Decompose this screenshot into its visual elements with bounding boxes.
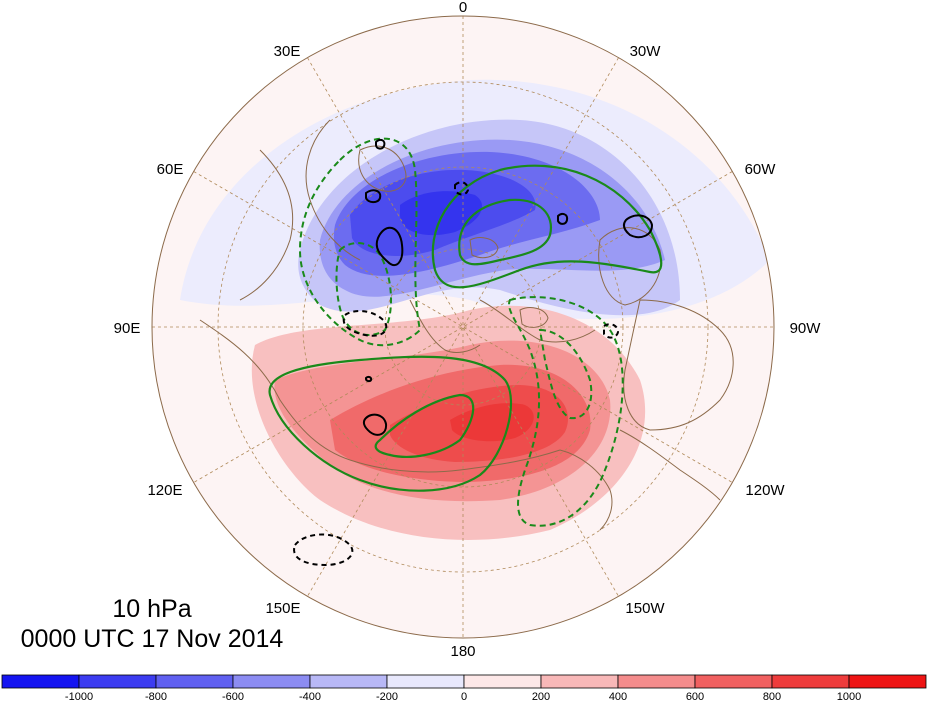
black-contour-dashed-3 <box>603 323 620 339</box>
lon-label-180: 180 <box>450 643 475 660</box>
colorbar-swatch <box>694 674 773 689</box>
black-contour-solid-6 <box>362 413 388 436</box>
title-level: 10 hPa <box>112 595 191 623</box>
green-contour-dashed-3 <box>508 296 624 527</box>
lon-label-60w: 60W <box>745 161 777 178</box>
colorbar-label: 200 <box>532 691 550 702</box>
shading-negative-1000 <box>400 191 483 236</box>
black-contour-solid-1 <box>375 226 404 267</box>
green-contour-solid-4 <box>374 393 475 458</box>
black-contour-dashed-4 <box>454 181 470 196</box>
colorbar-label: 800 <box>763 691 781 702</box>
green-contours <box>268 164 663 492</box>
colorbar-label: -600 <box>222 691 244 702</box>
black-dashed-contours <box>293 181 620 567</box>
graticule <box>152 16 774 638</box>
colorbar-label: -1000 <box>65 691 93 702</box>
colorbar-swatch <box>617 674 696 689</box>
lon-label-120w: 120W <box>745 482 785 499</box>
title-datetime: 0000 UTC 17 Nov 2014 <box>21 625 284 653</box>
title-block: 10 hPa 0000 UTC 17 Nov 2014 <box>21 595 284 653</box>
colorbar-swatch <box>1 674 80 689</box>
black-contour-solid-3 <box>375 138 386 150</box>
colorbar-swatch <box>848 674 927 689</box>
black-contour-solid-2 <box>365 189 382 204</box>
green-contour-dashed-4 <box>538 328 593 420</box>
longitude-labels: 0 30W 60W 90W 120W 150W 180 150E 120E 90… <box>114 0 822 660</box>
colorbar: -1000 -800 -600 -400 -200 0 200 400 600 800 1000 <box>1 674 927 702</box>
green-contour-dashed-1 <box>298 137 422 347</box>
lon-label-120e: 120E <box>147 482 182 499</box>
lon-label-150e: 150E <box>265 600 300 617</box>
colorbar-label: -200 <box>376 691 398 702</box>
black-contour-solid-4 <box>622 214 654 239</box>
colorbar-swatch <box>78 674 157 689</box>
green-contour-solid-2 <box>458 198 553 266</box>
colorbar-swatch <box>155 674 234 689</box>
colorbar-label: -800 <box>145 691 167 702</box>
lon-label-60e: 60E <box>157 161 184 178</box>
lon-label-0: 0 <box>459 0 467 16</box>
colorbar-label: 1000 <box>837 691 861 702</box>
lon-label-30w: 30W <box>630 43 662 60</box>
black-contours <box>362 138 654 436</box>
colorbar-label: 400 <box>609 691 627 702</box>
colorbar-swatch <box>232 674 311 689</box>
black-contour-solid-7 <box>365 375 373 383</box>
black-contour-dashed-2 <box>293 533 354 567</box>
colorbar-swatch <box>463 674 542 689</box>
coastlines <box>199 119 734 531</box>
map-disk <box>151 15 775 639</box>
colorbar-swatch <box>540 674 619 689</box>
lon-label-150w: 150W <box>625 600 665 617</box>
lon-label-90w: 90W <box>790 320 822 337</box>
green-contour-solid-3 <box>268 355 513 492</box>
colorbar-swatch <box>771 674 850 689</box>
lon-label-30e: 30E <box>274 43 301 60</box>
green-contour-solid-1 <box>431 164 663 289</box>
black-contour-solid-5 <box>557 212 569 225</box>
colorbar-swatch <box>386 674 465 689</box>
green-contour-dashed-2 <box>335 242 392 336</box>
colorbar-label: -400 <box>299 691 321 702</box>
green-dashed-contours <box>298 137 624 527</box>
black-contour-dashed-1 <box>342 309 388 337</box>
colorbar-label: 0 <box>461 691 467 702</box>
colorbar-swatch <box>309 674 388 689</box>
colorbar-label: 600 <box>686 691 704 702</box>
lon-label-90e: 90E <box>114 320 141 337</box>
